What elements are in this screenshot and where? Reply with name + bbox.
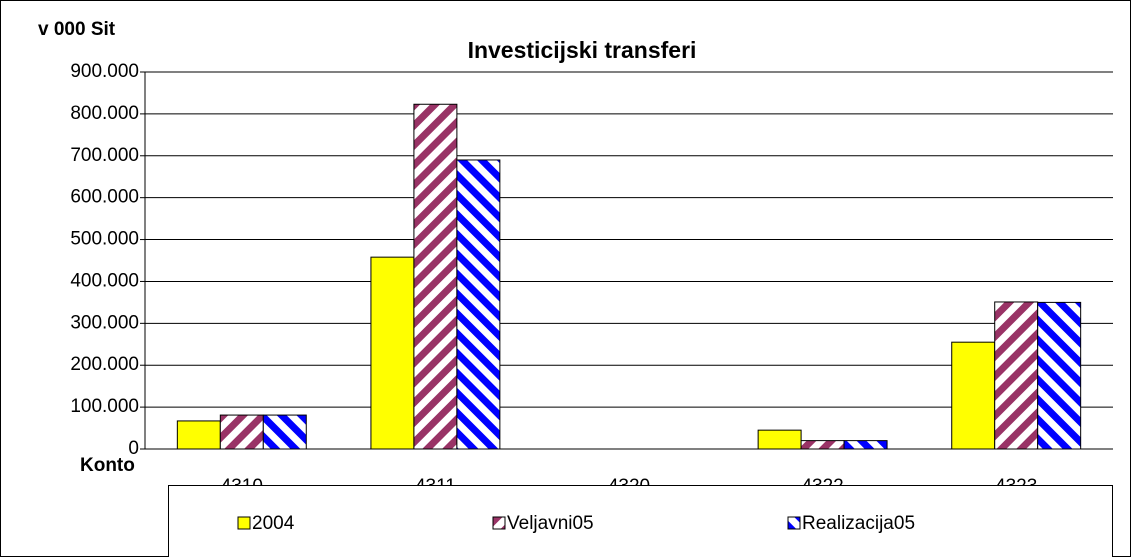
bar [219,414,264,450]
bar [456,159,501,450]
bar [176,420,221,450]
bar [951,341,996,450]
x-axis-label: Konto [80,455,135,476]
bar [800,440,845,450]
y-tick-label: 200.000 [70,354,139,375]
y-axis-label: v 000 Sit [38,19,116,40]
bar [262,414,307,450]
y-tick-label: 0 [128,438,139,459]
bar [413,103,458,450]
legend-label: Realizacija05 [802,513,915,534]
legend-swatch [787,516,801,530]
y-tick-label: 900.000 [70,61,139,82]
legend-swatch [492,516,506,530]
legend-swatch [237,516,251,530]
y-tick-label: 100.000 [70,396,139,417]
bar [370,256,415,450]
bar [757,429,802,450]
y-tick-label: 400.000 [70,270,139,291]
y-tick-label: 600.000 [70,187,139,208]
legend-label: 2004 [252,513,295,534]
legend-box [168,485,1113,557]
y-tick-label: 500.000 [70,229,139,250]
y-tick-label: 700.000 [70,145,139,166]
chart-title: Investicijski transferi [468,37,697,63]
bar [1037,301,1082,450]
bar [843,440,888,450]
y-tick-label: 300.000 [70,312,139,333]
y-tick-label: 800.000 [70,103,139,124]
bar [994,301,1039,450]
legend-label: Veljavni05 [507,513,594,534]
